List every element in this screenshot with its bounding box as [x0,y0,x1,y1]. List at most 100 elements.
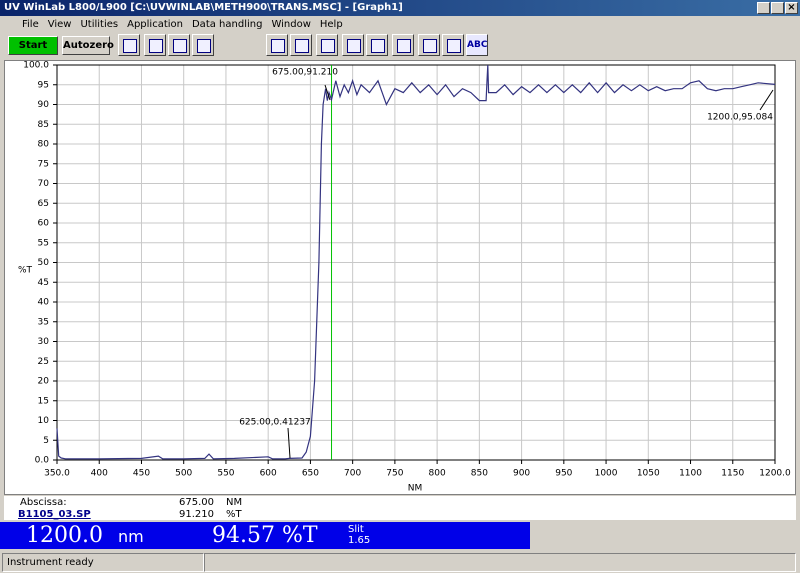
status-text: Instrument ready [2,553,204,572]
graph-panel [4,60,796,495]
annotation-leader [759,89,774,111]
x-tick-label: 850 [471,469,488,479]
label-tool-button[interactable]: ABC [466,34,488,56]
x-tick-label: 700 [344,469,361,479]
x-tick-label: 450 [133,469,150,479]
abscissa-label: Abscissa: [20,497,67,508]
toolbar-button[interactable] [290,34,312,56]
toolbar-button[interactable] [144,34,166,56]
x-tick-label: 1100 [679,469,702,479]
y-tick-label: 15 [38,396,49,406]
maximize-button[interactable] [771,2,784,14]
x-tick-label: 650 [302,469,319,479]
plot-frame [56,64,776,461]
y-axis-label: %T [18,266,33,276]
y-tick-label: 40 [38,298,50,308]
y-tick-label: 30 [38,337,50,347]
y-tick-label: 100.0 [23,61,49,71]
annotation: 675.00,91.210 [272,68,338,78]
x-tick-label: 600 [260,469,277,479]
menu-item[interactable]: Data handling [191,19,263,30]
icon [397,39,411,53]
icon [197,39,211,53]
status-pane [204,553,796,572]
annotation: 625.00,0.41237 [239,418,311,428]
x-tick-label: 1200.0 [759,469,791,479]
menu-item[interactable]: Window [271,19,311,30]
start-button[interactable]: Start [8,36,58,55]
y-tick-label: 60 [38,219,50,229]
x-tick-label: 350.0 [44,469,70,479]
y-tick-label: 90 [38,100,50,110]
y-tick-label: 65 [38,199,49,209]
menu-item[interactable]: File [22,19,39,30]
minimize-button[interactable] [757,2,770,14]
chart: %T NM 0.0 5 10 15 20 25 30 35 40 45 50 55 60 65 70 75 80… [18,61,791,494]
x-tick-label: 1000 [595,469,618,479]
toolbar-button[interactable] [118,34,140,56]
x-axis-label: NM [408,484,423,494]
y-tick-label: 35 [38,317,49,327]
wavelength-unit: nm [118,527,144,546]
toolbar-button[interactable] [168,34,190,56]
toolbar-button[interactable] [266,34,288,56]
menu-item[interactable]: Help [319,19,343,30]
reading: 94.57 [212,523,275,548]
icon [295,39,309,53]
y-tick-label: 10 [38,416,50,426]
toolbar-button[interactable] [342,34,364,56]
icon [173,39,187,53]
x-tick-label: 750 [386,469,403,479]
spectrum-line [56,64,776,460]
toolbar-button[interactable] [316,34,338,56]
menu-item[interactable]: Application [127,19,183,30]
y-tick-label: 85 [38,120,49,130]
ordinate-unit: %T [226,509,242,520]
x-tick-label: 550 [217,469,234,479]
x-tick-label: 800 [429,469,446,479]
title-bar: UV WinLab L800/L900 [C:\UVWINLAB\METH900… [0,0,800,16]
toolbar-button[interactable] [366,34,388,56]
toolbar-button[interactable] [392,34,414,56]
y-tick-label: 25 [38,357,49,367]
menu-bar: File View Utilities Application Data handlin… [0,17,800,32]
toolbar-button[interactable] [418,34,440,56]
sample-link[interactable]: B1105_03.SP [18,509,91,520]
y-tick-label: 80 [38,140,50,150]
window-title: UV WinLab L800/L900 [C:\UVWINLAB\METH900… [4,2,403,13]
slit-value: 1.65 [348,535,371,546]
y-tick-label: 50 [38,258,50,268]
y-tick-label: 70 [38,179,50,189]
wavelength: 1200.0 [26,523,103,548]
y-tick-label: 20 [38,377,50,387]
slit-label: Slit [348,524,364,535]
abscissa-unit: NM [226,497,243,508]
close-button[interactable]: × [785,2,798,14]
annotation-leader [287,427,291,459]
y-tick-label: 95 [38,80,49,90]
icon [321,39,335,53]
x-tick-label: 400 [91,469,108,479]
toolbar-button[interactable] [192,34,214,56]
status-bar: Instrument ready [0,551,800,573]
live-display: 1200.0 nm 94.57 %T Slit 1.65 [0,522,530,549]
y-tick-label: 0.0 [35,456,50,466]
icon [271,39,285,53]
x-tick-label: 900 [513,469,530,479]
reading-unit: %T [282,523,318,548]
annotation-leader [324,84,331,101]
menu-item[interactable]: View [47,19,72,30]
y-tick-label: 45 [38,278,49,288]
x-tick-label: 500 [175,469,192,479]
readout-panel: Abscissa: 675.00 NM B1105_03.SP 91.210 %… [4,496,796,520]
x-tick-label: 950 [555,469,572,479]
icon [123,39,137,53]
icon [423,39,437,53]
ordinate-value: 91.210 [179,509,214,520]
toolbar-button[interactable] [442,34,464,56]
autozero-button[interactable]: Autozero [62,36,114,55]
icon [371,39,385,53]
y-tick-label: 55 [38,238,49,248]
menu-item[interactable]: Utilities [80,19,119,30]
